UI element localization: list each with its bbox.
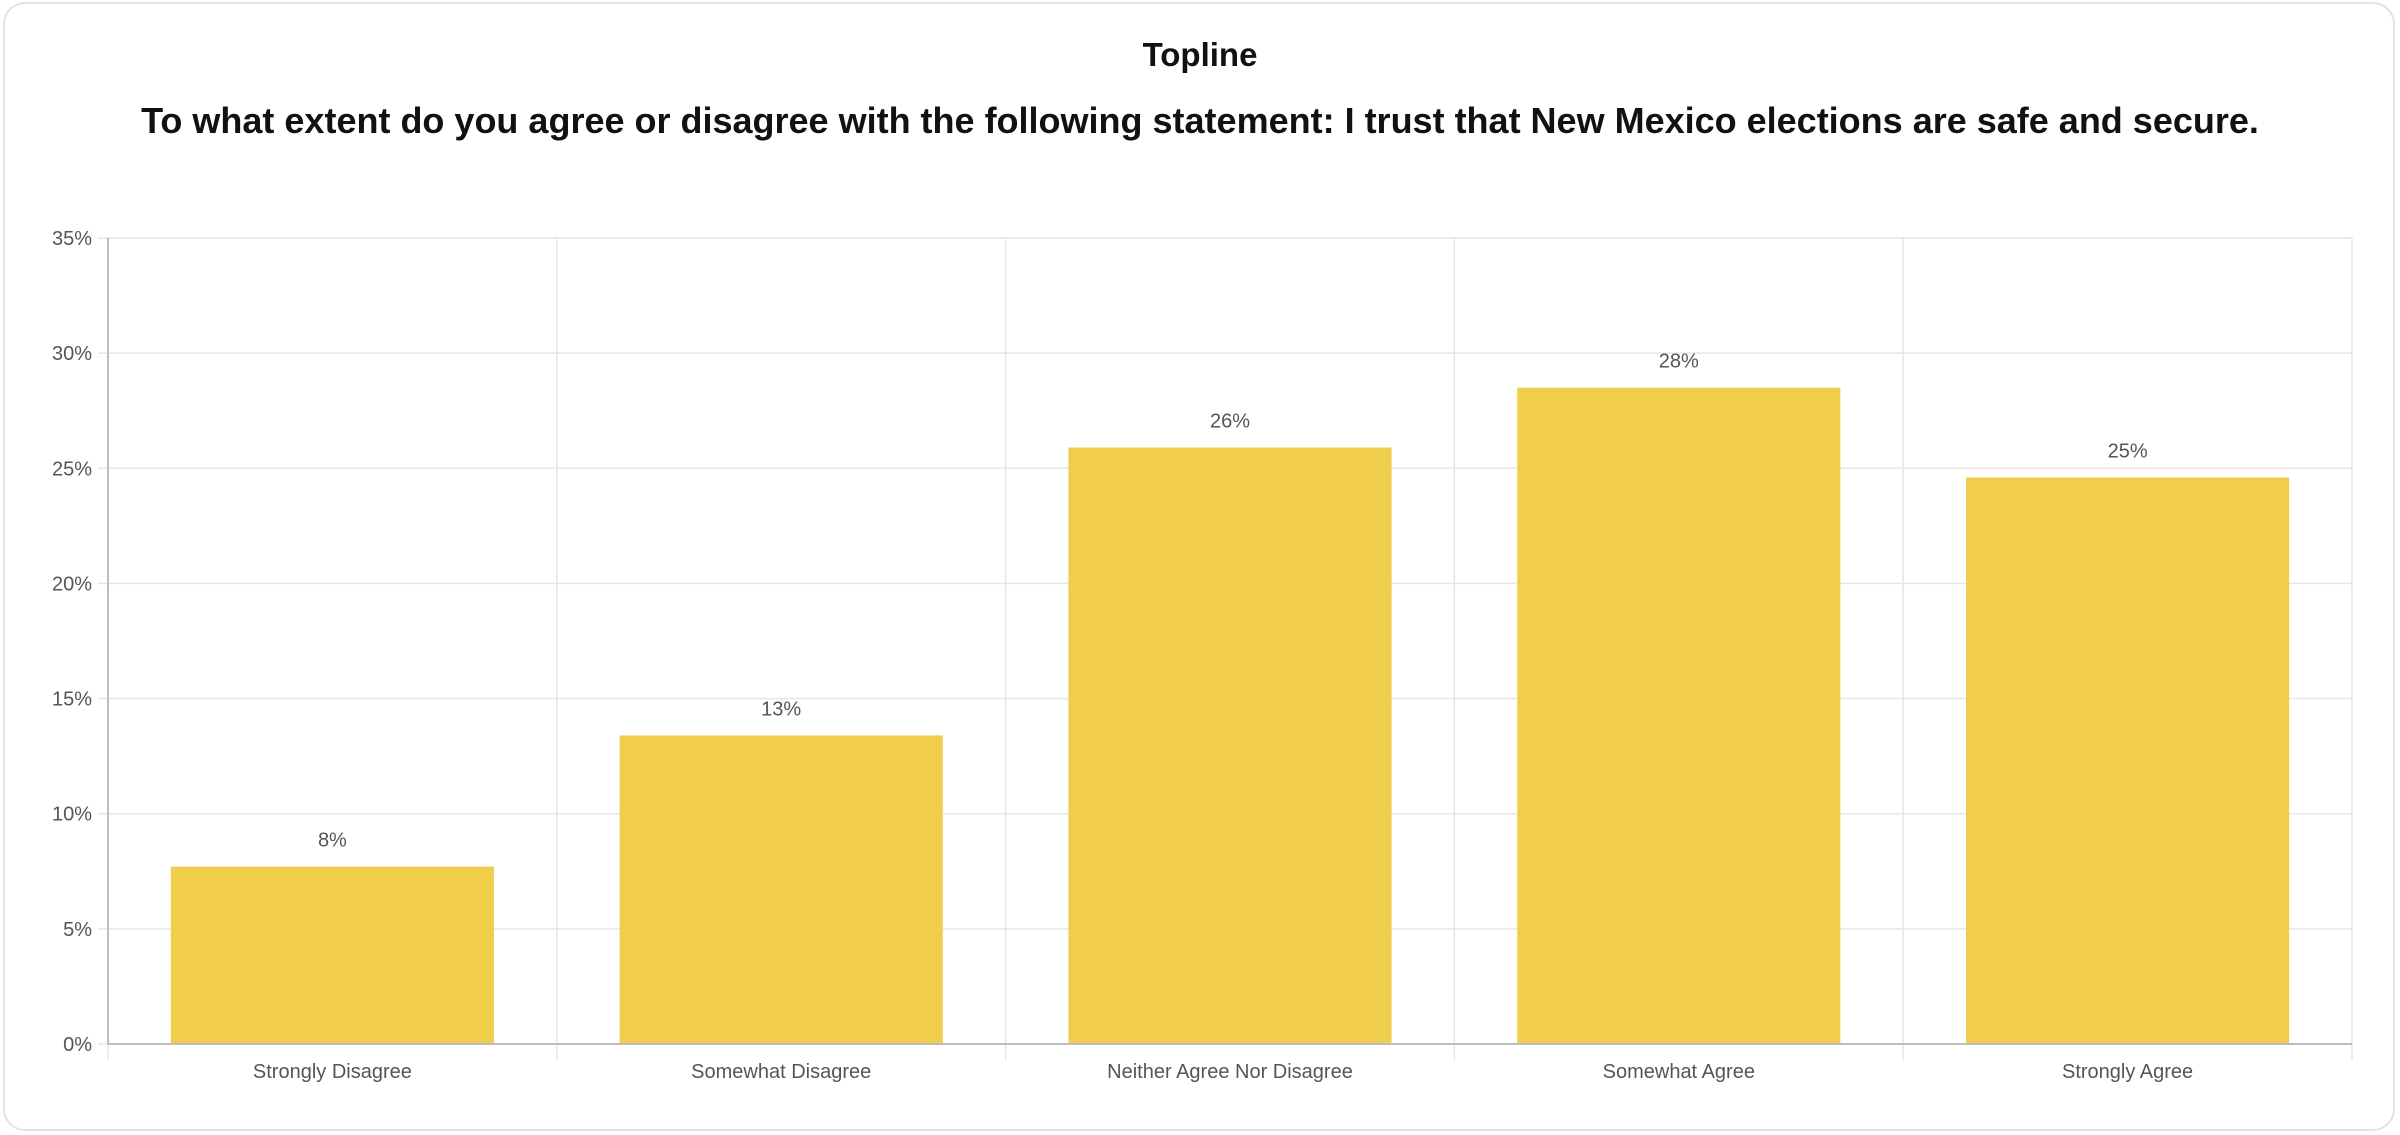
x-tick-label: Neither Agree Nor Disagree <box>1107 1061 1353 1083</box>
bar <box>1517 387 1841 1045</box>
bar <box>1966 477 2290 1044</box>
y-tick-label: 30% <box>52 343 92 365</box>
y-tick-label: 20% <box>52 573 92 595</box>
bar <box>170 866 494 1044</box>
y-tick-label: 35% <box>52 228 92 250</box>
data-label: 13% <box>761 698 801 720</box>
y-tick-label: 15% <box>52 689 92 711</box>
x-tick-label: Strongly Agree <box>2062 1061 2193 1083</box>
chart-subtitle: To what extent do you agree or disagree … <box>141 100 2259 141</box>
y-tick-label: 25% <box>52 458 92 480</box>
bar <box>619 735 943 1044</box>
x-tick-label: Somewhat Disagree <box>691 1061 871 1083</box>
y-tick-label: 10% <box>52 804 92 826</box>
y-tick-label: 0% <box>63 1034 92 1056</box>
bars <box>170 387 2290 1045</box>
data-label: 8% <box>318 830 347 852</box>
data-label: 25% <box>2108 440 2148 462</box>
y-tick-label: 5% <box>63 919 92 941</box>
chart-title: Topline <box>1142 36 1258 73</box>
x-tick-label: Somewhat Agree <box>1603 1061 1755 1083</box>
axes <box>98 237 2353 1060</box>
labels: 0% 5% 10% 15% 20% 25% 30% 35% 8% Strongly Disagre… <box>52 228 2193 1083</box>
x-tick-label: Strongly Disagree <box>253 1061 412 1083</box>
data-label: 28% <box>1659 351 1699 373</box>
data-label: 26% <box>1210 411 1250 433</box>
bar <box>1068 447 1392 1044</box>
